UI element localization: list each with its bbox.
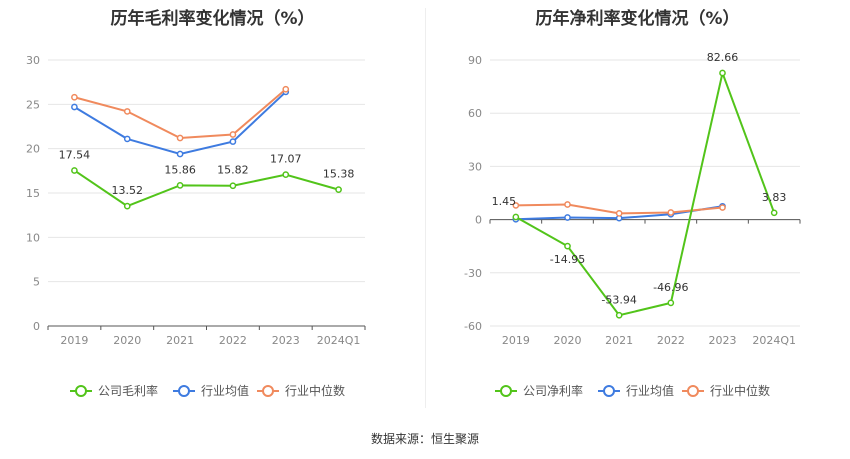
y-tick-label: 10 xyxy=(26,231,40,244)
data-point xyxy=(71,93,78,101)
y-tick-label: 30 xyxy=(26,54,40,67)
legend-item[interactable]: 行业均值 xyxy=(201,383,249,398)
data-point xyxy=(564,214,571,221)
data-point xyxy=(71,103,78,111)
data-label: 1.45 xyxy=(492,195,516,208)
y-tick-label: 30 xyxy=(468,160,482,173)
data-label: -46.96 xyxy=(653,281,688,294)
data-point xyxy=(719,204,726,211)
x-tick-label: 2022 xyxy=(219,334,247,347)
data-point xyxy=(123,135,131,143)
panel-divider xyxy=(425,8,426,408)
data-point xyxy=(282,85,290,93)
legend-swatch-marker xyxy=(262,385,274,397)
gross-margin-chart: 历年毛利率变化情况（%） 0 5 10 15 20 25 30 2019 2020 2021 202… xyxy=(0,0,425,420)
y-tick-label: 25 xyxy=(26,98,40,111)
data-point xyxy=(667,209,675,216)
x-tick-label: 2019 xyxy=(60,334,88,347)
data-label: 15.86 xyxy=(164,163,196,176)
data-point xyxy=(123,202,131,210)
data-point xyxy=(564,201,571,208)
chart-title: 历年净利率变化情况（%） xyxy=(535,9,740,29)
legend-item[interactable]: 行业中位数 xyxy=(285,383,345,398)
data-label: 82.66 xyxy=(707,51,739,64)
chart-title: 历年毛利率变化情况（%） xyxy=(110,9,315,29)
data-point xyxy=(770,209,778,217)
y-tick-label: 0 xyxy=(33,320,40,333)
data-point xyxy=(176,134,184,142)
data-point xyxy=(564,242,571,250)
gross-margin-plot: 0 5 10 15 20 25 30 2019 2020 2021 2022 2023 2024Q1 17… xyxy=(26,54,366,398)
legend-swatch-marker xyxy=(500,385,512,397)
data-point xyxy=(719,69,726,77)
y-tick-label: 20 xyxy=(26,143,40,156)
data-point xyxy=(615,311,623,319)
data-point xyxy=(667,299,675,307)
x-tick-label: 2024Q1 xyxy=(752,334,796,347)
data-source: 数据来源：恒生聚源 xyxy=(370,432,479,446)
x-tick-label: 2021 xyxy=(605,334,633,347)
x-tick-label: 2019 xyxy=(502,334,530,347)
data-point xyxy=(71,167,78,174)
y-tick-label: 15 xyxy=(26,187,40,200)
net-margin-plot: -60 -30 0 30 60 90 2019 2020 2021 2022 2023 2024Q1 1… xyxy=(464,51,801,398)
data-label: -53.94 xyxy=(601,293,636,306)
data-label: 3.83 xyxy=(762,191,787,204)
x-tick-label: 2020 xyxy=(113,334,141,347)
data-point xyxy=(229,182,237,190)
x-tick-label: 2020 xyxy=(554,334,582,347)
data-label: -14.95 xyxy=(550,253,585,266)
legend-swatch-marker xyxy=(178,385,190,397)
x-tick-label: 2021 xyxy=(166,334,194,347)
y-tick-label: 60 xyxy=(468,107,482,120)
y-tick-label: 5 xyxy=(33,276,40,289)
x-tick-label: 2023 xyxy=(709,334,737,347)
legend-item[interactable]: 公司净利率 xyxy=(523,383,583,398)
y-tick-label: -30 xyxy=(464,267,482,280)
series-line xyxy=(515,69,776,317)
data-point xyxy=(229,138,237,145)
data-point xyxy=(229,131,237,138)
data-point xyxy=(123,108,131,115)
legend-swatch-marker xyxy=(603,385,615,397)
y-tick-label: -60 xyxy=(464,320,482,333)
y-tick-label: 0 xyxy=(475,214,482,227)
data-point xyxy=(335,186,342,193)
legend-item[interactable]: 公司毛利率 xyxy=(98,383,158,398)
x-tick-label: 2024Q1 xyxy=(317,334,361,347)
data-label: 17.54 xyxy=(59,148,91,161)
data-point xyxy=(176,182,184,189)
data-point xyxy=(282,171,290,178)
legend-swatch-marker xyxy=(687,385,699,397)
x-tick-label: 2022 xyxy=(657,334,685,347)
net-margin-chart: 历年净利率变化情况（%） -60 -30 0 30 60 90 2019 2020 2021 20… xyxy=(425,0,850,420)
legend-item[interactable]: 行业均值 xyxy=(626,383,674,398)
legend-item[interactable]: 行业中位数 xyxy=(710,383,770,398)
series-line xyxy=(73,169,339,208)
data-label: 15.82 xyxy=(217,164,249,177)
data-point xyxy=(512,213,520,221)
series-line xyxy=(73,91,287,156)
series-line xyxy=(74,88,287,140)
data-point xyxy=(512,202,520,209)
y-tick-label: 90 xyxy=(468,54,482,67)
data-label: 15.38 xyxy=(323,168,355,181)
data-point xyxy=(615,210,623,217)
data-point xyxy=(176,150,184,158)
data-label: 17.07 xyxy=(270,153,302,166)
data-label: 13.52 xyxy=(112,184,144,197)
legend-swatch-marker xyxy=(75,385,87,397)
x-tick-label: 2023 xyxy=(272,334,300,347)
